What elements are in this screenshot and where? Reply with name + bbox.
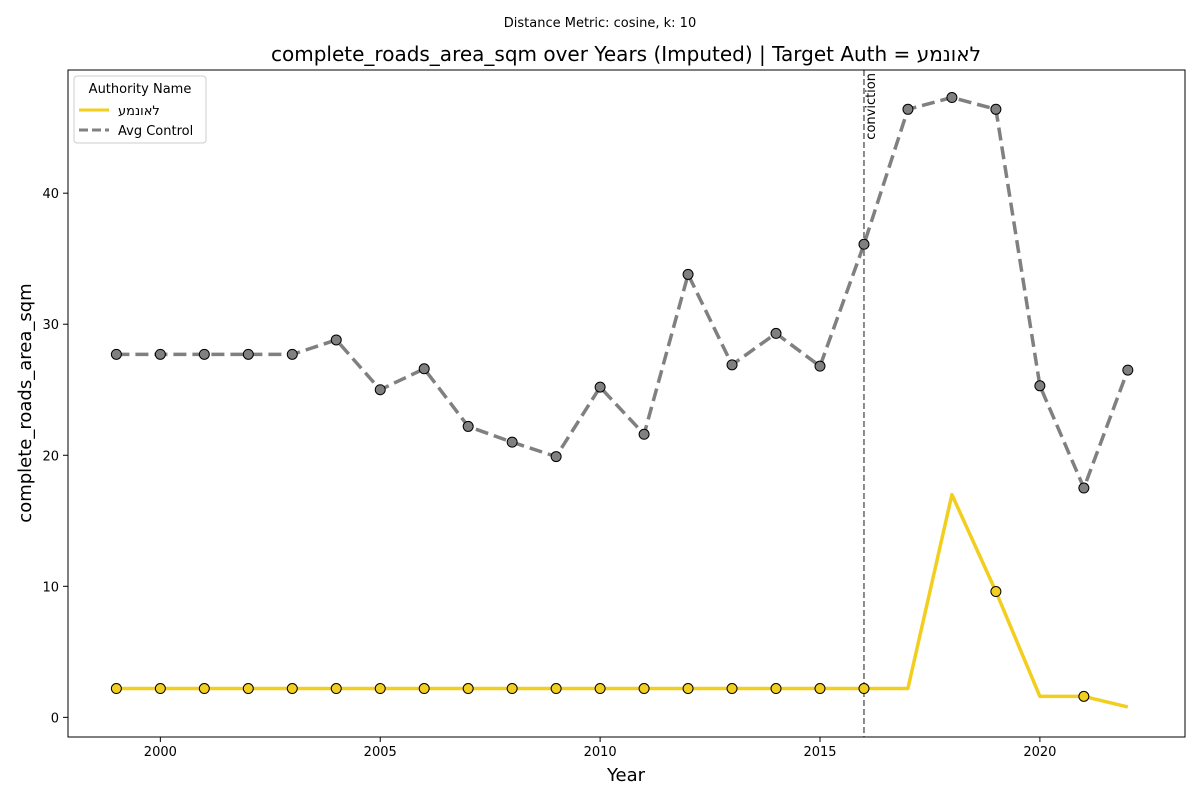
y-tick-label: 20: [42, 449, 59, 464]
legend-title: Authority Name: [89, 82, 192, 97]
series-1-point: [1034, 380, 1046, 392]
series-0-point: [594, 683, 606, 695]
legend-label-series-0: לאונמע: [118, 104, 160, 119]
y-axis: 0 10 20 30 40: [42, 187, 68, 726]
series-1-point: [726, 359, 738, 371]
series-1-point: [814, 360, 826, 372]
legend: Authority Name לאונמע Avg Control: [73, 75, 207, 144]
series-1-point: [550, 451, 562, 463]
series-0-point: [154, 683, 166, 695]
series-1-point: [770, 327, 782, 339]
series-1-point: [286, 348, 298, 360]
x-axis: 2000 2005 2010 2015 2020: [144, 737, 1056, 760]
chart-title: complete_roads_area_sqm over Years (Impu…: [271, 42, 981, 66]
series-1-point: [242, 348, 254, 360]
series-0-point: [770, 683, 782, 695]
series-0-point: [330, 683, 342, 695]
y-tick-label: 0: [51, 711, 59, 726]
plot-frame: [67, 69, 1186, 738]
x-tick-label: 2020: [1023, 745, 1056, 760]
series-0-point: [726, 683, 738, 695]
series-0-point: [198, 683, 210, 695]
series-0-point: [682, 683, 694, 695]
x-tick-label: 2010: [584, 745, 617, 760]
y-tick-label: 30: [42, 318, 59, 333]
series-1-point: [154, 348, 166, 360]
series-1-point: [1078, 482, 1090, 494]
series-1-point: [638, 428, 650, 440]
x-tick-label: 2000: [144, 745, 177, 760]
chart-suptitle: Distance Metric: cosine, k: 10: [504, 16, 696, 31]
series-0-point: [1078, 690, 1090, 702]
series-0-point: [374, 683, 386, 695]
series-1-point: [858, 238, 870, 250]
series-0-point: [506, 683, 518, 695]
series-0-point: [990, 586, 1002, 598]
series-0-point: [638, 683, 650, 695]
series-0-point: [242, 683, 254, 695]
series-0-point: [550, 683, 562, 695]
series-0-point: [418, 683, 430, 695]
series-1-point: [682, 268, 694, 280]
series-1-point: [374, 384, 386, 396]
y-axis-label: complete_roads_area_sqm: [15, 283, 36, 522]
series-1-point: [330, 334, 342, 346]
series-1-point: [506, 436, 518, 448]
series-1-point: [902, 103, 914, 115]
series-0-point: [110, 683, 122, 695]
series-0-point: [858, 683, 870, 695]
plot-area: conviction: [110, 70, 1134, 737]
legend-box: [73, 75, 207, 144]
series-1-point: [946, 92, 958, 104]
series-0-point: [462, 683, 474, 695]
series-1-point: [1122, 364, 1134, 376]
y-tick-label: 10: [42, 580, 59, 595]
series-1-point: [462, 420, 474, 432]
legend-label-series-1: Avg Control: [118, 124, 193, 139]
series-1-point: [594, 381, 606, 393]
series-1-point: [198, 348, 210, 360]
series-line-1: [116, 95, 1130, 490]
x-axis-label: Year: [606, 765, 646, 786]
series-1-point: [110, 348, 122, 360]
series-1-point: [990, 103, 1002, 115]
series-0-point: [814, 683, 826, 695]
series-1-point: [418, 363, 430, 375]
y-tick-label: 40: [42, 187, 59, 202]
x-tick-label: 2015: [803, 745, 836, 760]
x-tick-label: 2005: [364, 745, 397, 760]
series-line-0: [116, 492, 1129, 709]
conviction-label: conviction: [864, 73, 879, 140]
series-0-point: [286, 683, 298, 695]
